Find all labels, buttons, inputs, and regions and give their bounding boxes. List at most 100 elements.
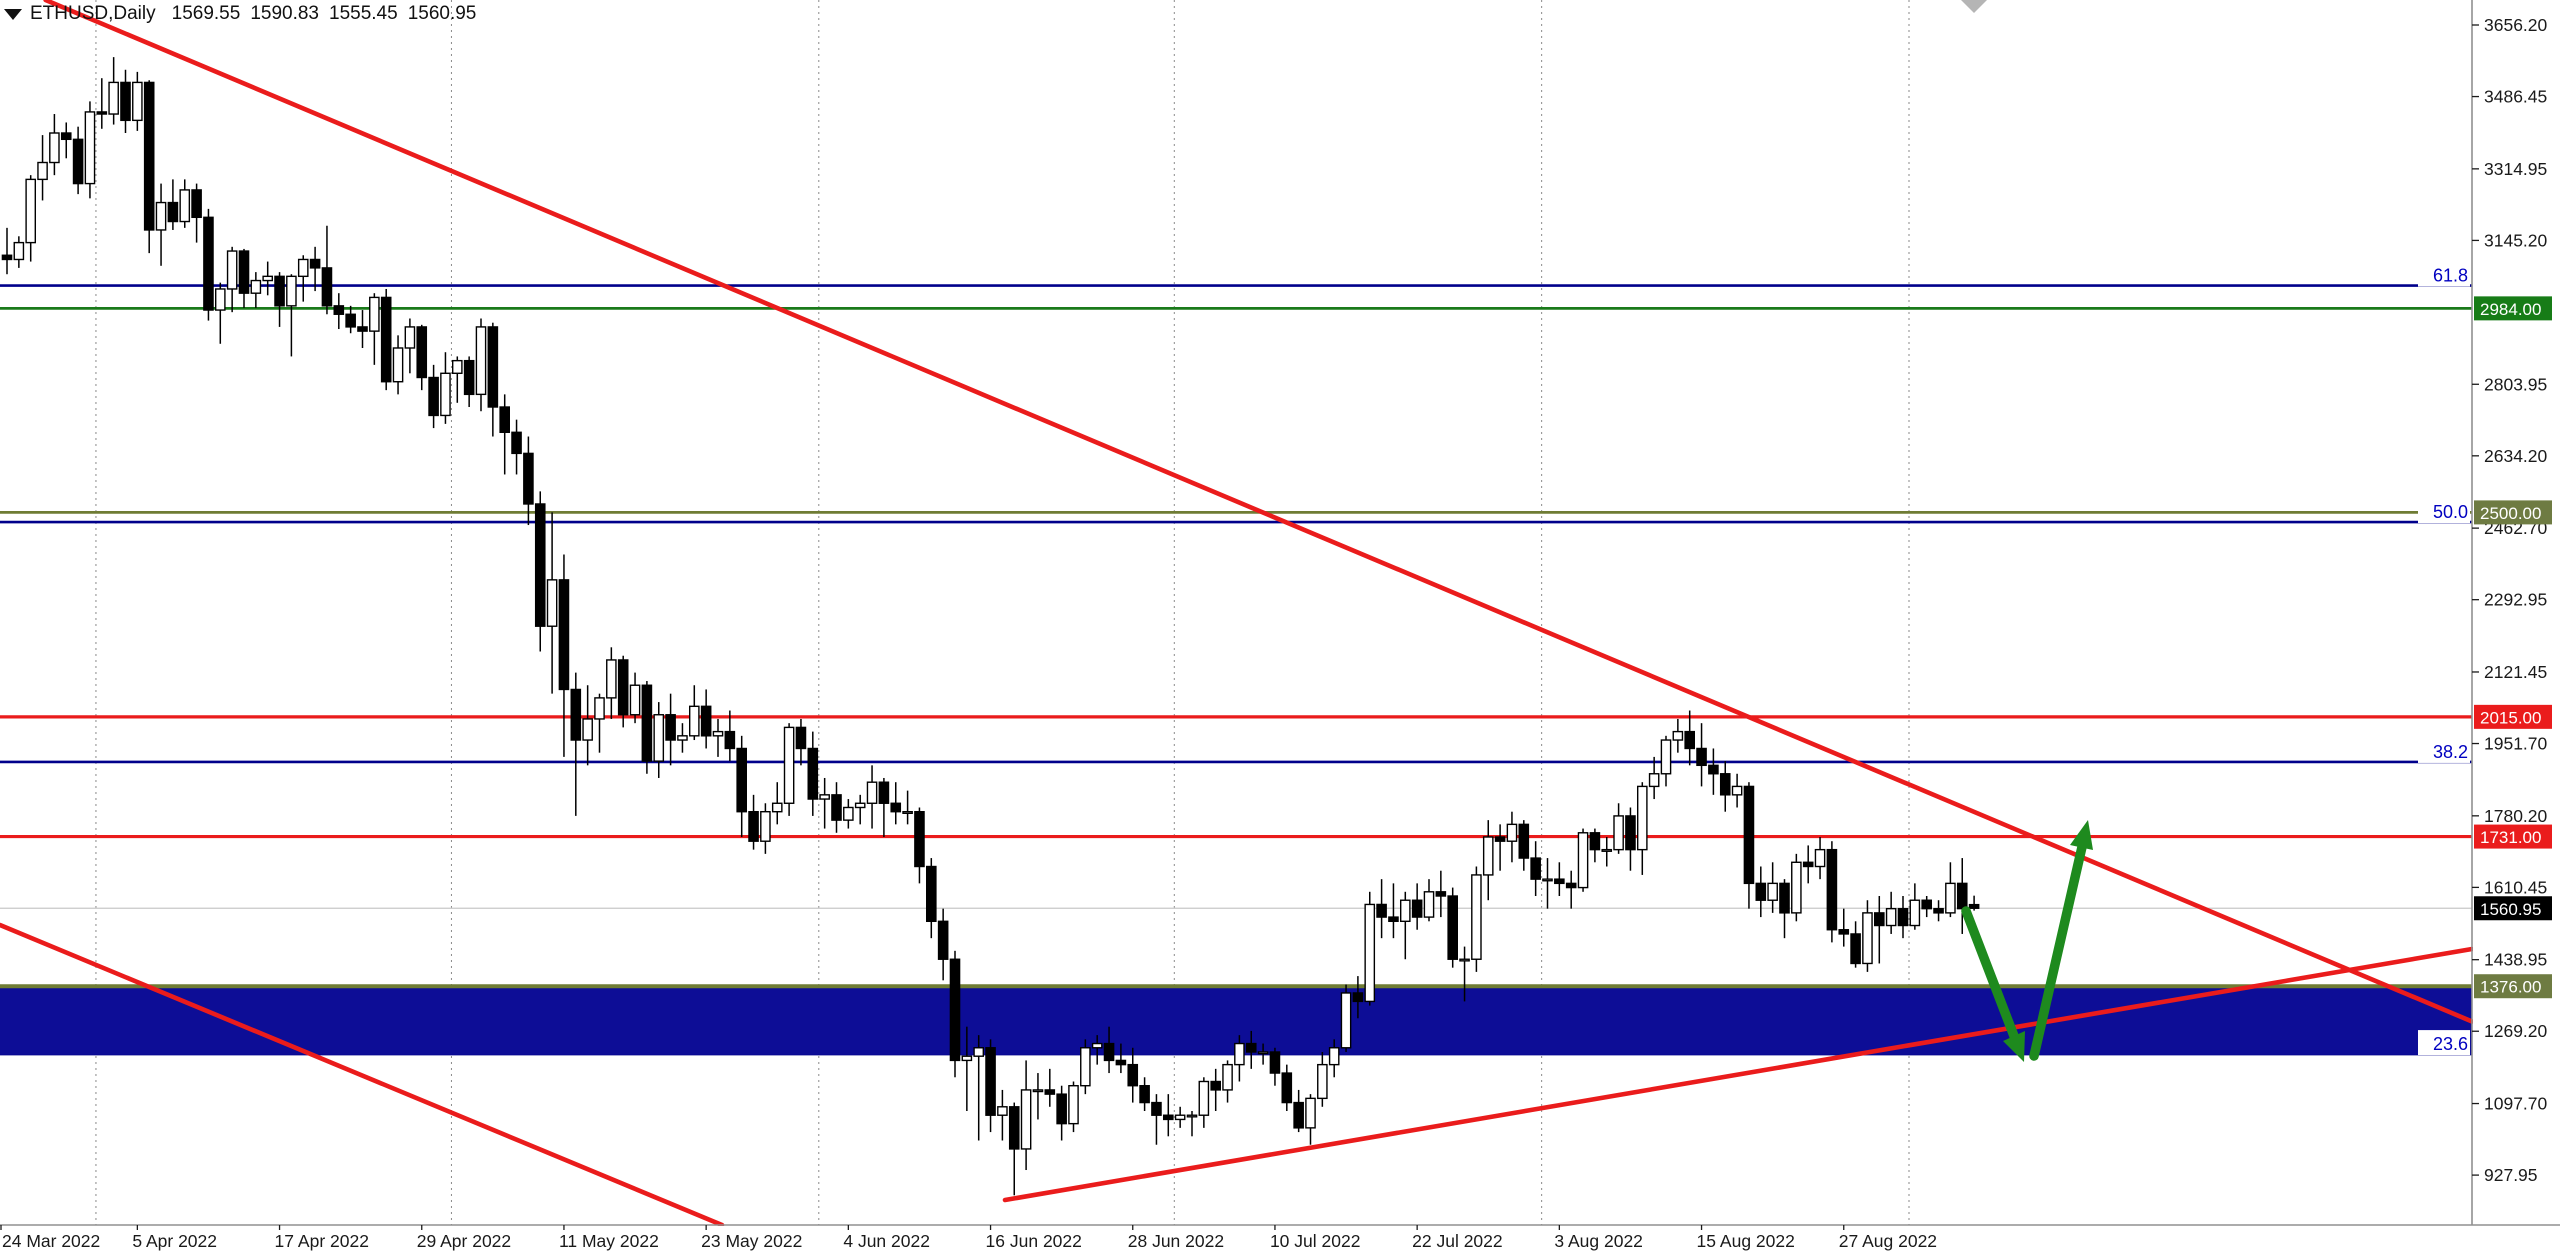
candle-body-bear: [570, 688, 582, 741]
candle-body-bear: [736, 747, 747, 813]
candle: [1601, 836, 1613, 867]
fib-label-50.0: 50.0: [2433, 502, 2468, 522]
candle-body-bull: [843, 806, 854, 821]
candle-body-bull: [226, 250, 238, 290]
axis-badge-2984.00-bg: [2474, 296, 2552, 321]
price-tick-label: 1438.95: [2484, 950, 2547, 970]
candle: [1530, 841, 1541, 897]
candle-body-bull: [1636, 785, 1648, 851]
candle-body-bull: [712, 730, 724, 737]
candle-body-bear: [203, 216, 214, 311]
candle: [1376, 879, 1387, 939]
candle-body-bull: [961, 1055, 973, 1062]
candle-body-bear: [914, 811, 925, 868]
price-tick-label: 2634.20: [2484, 446, 2548, 466]
candle-body-bull: [1399, 899, 1411, 923]
trendline-ascending-support[interactable]: [1002, 946, 2475, 1203]
candle-body-bull: [475, 326, 487, 396]
candle-body-bear: [1968, 903, 1980, 909]
candle: [203, 208, 214, 321]
candle-body-bear: [1956, 882, 1968, 910]
candle: [1115, 1043, 1127, 1074]
date-label: 5 Apr 2022: [132, 1231, 217, 1251]
candle-body-bull: [1068, 1085, 1079, 1125]
candle-body-bull: [404, 326, 416, 349]
symbol-title-bar: ETHUSD,Daily 1569.55 1590.83 1555.45 156…: [4, 2, 486, 26]
candle-body-bear: [937, 920, 949, 960]
candle: [843, 799, 854, 829]
price-tick-label: 2803.95: [2484, 374, 2547, 394]
candle: [1269, 1047, 1281, 1086]
candle: [1471, 866, 1482, 972]
candle-body-bear: [1, 254, 13, 261]
candle: [1103, 1026, 1115, 1074]
candle: [653, 702, 665, 778]
candle-body-bear: [1008, 1106, 1020, 1150]
forecast-arrow-down-stroke[interactable]: [1961, 906, 2019, 1041]
candle: [570, 672, 582, 816]
candle-body-bear: [1281, 1072, 1293, 1104]
candle-body-bear: [748, 811, 759, 842]
price-axis-panel: [2473, 0, 2560, 1253]
candle-body-bear: [1708, 764, 1719, 775]
candle-body-bear: [1162, 1114, 1174, 1121]
symbol-dropdown-icon[interactable]: [4, 8, 22, 20]
candle: [262, 261, 274, 296]
candle: [1162, 1094, 1174, 1137]
candle-body-bull: [1885, 907, 1897, 927]
candle: [487, 322, 499, 437]
candle: [1933, 900, 1944, 922]
candle: [167, 179, 179, 230]
candle-body-bear: [1411, 899, 1423, 918]
candle-body-bull: [997, 1106, 1008, 1116]
candle-body-bull: [1672, 730, 1684, 741]
candle-body-bear: [831, 794, 842, 821]
forecast-arrow-up-stroke[interactable]: [2029, 842, 2087, 1061]
candle: [84, 101, 96, 199]
candle-body-bull: [771, 802, 783, 813]
trendline-descending-channel-lower[interactable]: [0, 922, 725, 1228]
candle: [345, 305, 356, 334]
candle-body-bull: [286, 275, 297, 307]
candle-body-bull: [108, 81, 119, 115]
candle: [1767, 862, 1778, 913]
candle-body-bear: [1447, 895, 1458, 960]
candle: [143, 80, 155, 254]
candle-body-bear: [1494, 836, 1506, 842]
candle: [1435, 870, 1447, 918]
candle: [736, 735, 747, 837]
candle: [795, 718, 807, 766]
date-label: 16 Jun 2022: [986, 1231, 1082, 1251]
candle-body-bear: [191, 189, 202, 219]
candle: [1565, 870, 1577, 909]
trendline-descending-resistance[interactable]: [43, 0, 2475, 1024]
candle-body-bear: [1269, 1051, 1281, 1074]
candle-body-bull: [653, 714, 665, 762]
candle-body-bear: [1210, 1080, 1221, 1091]
candle: [1459, 946, 1470, 1002]
candle-body-bear: [1826, 848, 1838, 931]
date-label: 24 Mar 2022: [2, 1231, 100, 1251]
candle-body-bear: [1518, 823, 1530, 859]
candle-body-bear: [96, 111, 108, 115]
candle: [961, 1026, 973, 1112]
candle: [606, 647, 617, 719]
candle-body-bear: [926, 865, 937, 923]
candle: [226, 246, 238, 313]
candle: [1968, 895, 1980, 911]
candle-body-bull: [819, 794, 830, 800]
candle-body-bear: [1115, 1059, 1127, 1066]
candle: [1056, 1085, 1067, 1141]
candle: [286, 274, 297, 357]
candle-body-bull: [369, 296, 380, 332]
candle-body-bull: [25, 178, 37, 244]
candle: [890, 782, 902, 825]
candle: [392, 335, 404, 395]
chart-shift-marker-icon[interactable]: [1961, 0, 1987, 13]
candle-body-bear: [357, 326, 368, 332]
candle-body-bear: [700, 705, 712, 737]
axis-badge-band-top: 1376.00: [2480, 978, 2541, 997]
candle-body-bull: [854, 802, 866, 809]
symbol-period-label: ETHUSD,Daily: [30, 3, 156, 24]
